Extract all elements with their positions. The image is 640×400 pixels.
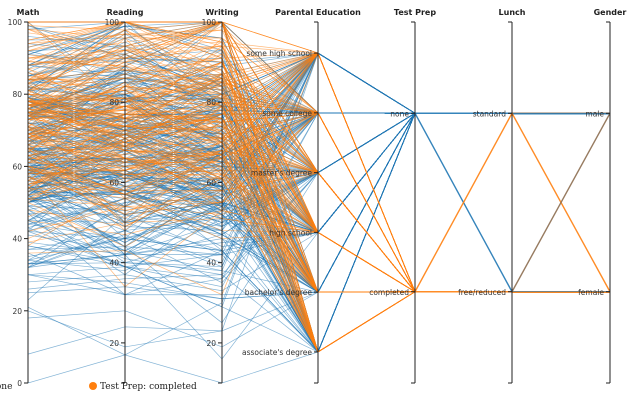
axis-title: Test Prep — [394, 8, 436, 17]
tick-label: 60 — [12, 162, 22, 171]
axis-title: Math — [17, 8, 40, 17]
category-label: some high school — [246, 49, 312, 58]
axis-parental-education: Parental Education some high school some c… — [242, 8, 361, 384]
axis-gender: Gender male female — [578, 8, 627, 384]
tick-label: 80 — [109, 98, 119, 107]
tick-label: 100 — [105, 18, 120, 27]
category-label: completed — [369, 288, 409, 297]
tick-label: 40 — [12, 235, 22, 244]
axis-title: Lunch — [499, 8, 526, 17]
tick-label: 0 — [17, 379, 22, 388]
axis-title: Reading — [107, 8, 144, 17]
tick-label: 60 — [206, 178, 216, 187]
category-label: standard — [473, 109, 507, 118]
axis-title: Parental Education — [275, 8, 361, 17]
axis-lunch: Lunch standard free/reduced — [458, 8, 526, 384]
testprep-lunch-link — [414, 112, 513, 293]
category-label: high school — [269, 228, 312, 237]
tick-label: 60 — [109, 178, 119, 187]
axis-reading: Reading 20 40 60 80 100 — [105, 8, 144, 384]
tick-label: 80 — [12, 90, 22, 99]
category-label: male — [585, 109, 604, 118]
category-label: none — [390, 109, 409, 118]
legend-entry-completed: Test Prep: completed — [100, 382, 197, 392]
category-label: bachelor's degree — [245, 288, 313, 297]
tick-label: 40 — [109, 259, 119, 268]
tick-label: 20 — [109, 339, 119, 348]
legend-entry-none: Test Prep: none — [0, 382, 12, 392]
axis-title: Writing — [205, 8, 239, 17]
category-label: some college — [262, 109, 312, 118]
tick-label: 20 — [206, 339, 216, 348]
tick-label: 80 — [206, 98, 216, 107]
data-lines — [27, 21, 611, 384]
axes: Math020406080100Reading20406080100Writin… — [8, 8, 627, 388]
tick-label: 100 — [8, 18, 23, 27]
tick-label: 20 — [12, 307, 22, 316]
legend: Test Prep: none Test Prep: completed — [0, 382, 197, 392]
category-label: associate's degree — [242, 348, 312, 357]
lunch-gender-link — [511, 112, 611, 293]
legend-swatch-completed — [89, 382, 97, 390]
category-label: female — [578, 288, 604, 297]
category-label: master's degree — [251, 169, 312, 178]
axis-test-prep: Test Prep none completed — [369, 8, 436, 384]
axis-math: Math 0 20 40 60 80 100 — [8, 8, 40, 388]
tick-label: 40 — [206, 259, 216, 268]
tick-label: 100 — [202, 18, 217, 27]
axis-writing: Writing 20 40 60 80 100 — [202, 8, 239, 384]
category-label: free/reduced — [458, 288, 506, 297]
axis-title: Gender — [594, 8, 627, 17]
